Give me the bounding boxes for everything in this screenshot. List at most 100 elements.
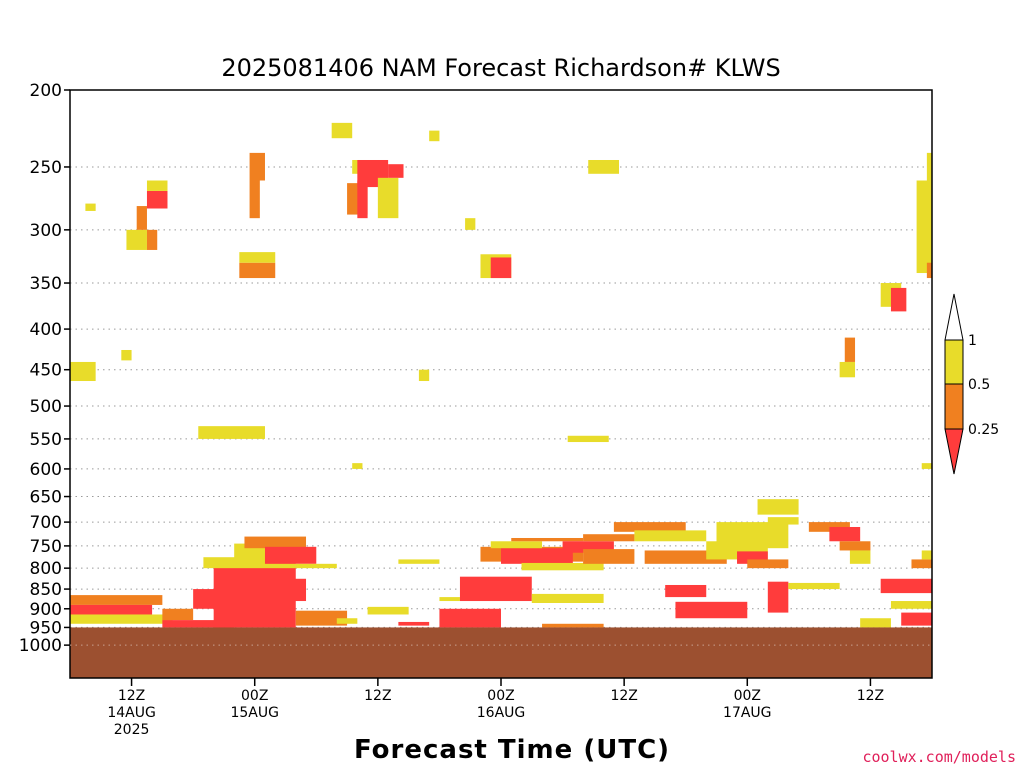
ri-cell — [926, 262, 932, 279]
ri-cell — [567, 435, 609, 443]
ri-cell — [331, 122, 353, 139]
ri-cell — [367, 606, 409, 615]
ri-cell — [388, 164, 404, 178]
colorbar-top-arrow — [944, 293, 964, 341]
x-tick-label: 12Z — [364, 688, 391, 704]
ri-cell — [439, 608, 501, 628]
ri-cell — [357, 180, 368, 219]
ri-cell — [860, 618, 891, 628]
ri-cell — [70, 604, 153, 615]
ri-cell — [352, 463, 363, 469]
y-tick-label: 500 — [30, 397, 62, 417]
x-axis-label: Forecast Time (UTC) — [354, 735, 670, 765]
ri-cell — [136, 206, 147, 230]
ri-cell — [808, 522, 850, 532]
colorbar-bottom-arrow — [944, 428, 964, 475]
ri-cell — [377, 177, 399, 219]
y-tick-label: 350 — [30, 274, 62, 294]
y-tick-label: 800 — [30, 559, 62, 579]
ri-cell — [665, 584, 707, 598]
ground-surface — [70, 627, 932, 678]
ri-cell — [511, 537, 584, 542]
ri-cell — [757, 499, 799, 515]
y-tick-label: 850 — [30, 580, 62, 600]
ri-cell — [747, 559, 789, 569]
ri-cell — [198, 426, 265, 439]
legend-label: 0.5 — [968, 377, 990, 393]
legend-label: 1 — [968, 333, 977, 349]
ri-cell — [767, 581, 789, 613]
ri-cell — [162, 620, 235, 628]
ri-cell — [901, 612, 932, 626]
y-tick-label: 650 — [30, 488, 62, 508]
ri-cell — [521, 562, 604, 571]
ri-cell — [239, 252, 276, 263]
ri-cell — [839, 361, 856, 378]
ri-cell — [890, 287, 907, 312]
ri-cell — [70, 614, 173, 624]
x-tick-label: 12Z — [610, 688, 637, 704]
ri-cell — [398, 621, 430, 626]
ri-cell — [501, 548, 573, 564]
ri-cell — [634, 530, 707, 542]
ri-cell — [146, 180, 168, 191]
colorbar-legend: 1 0.5 0.25 — [944, 293, 999, 475]
y-tick-label: 300 — [30, 221, 62, 241]
ri-cell — [275, 578, 307, 602]
x-tick-label: 00Z — [241, 688, 268, 704]
ri-cell — [146, 190, 168, 209]
ri-cell — [490, 541, 543, 549]
colorbar-box — [944, 383, 964, 430]
x-tick-label: 12Z — [118, 688, 145, 704]
ri-cell — [418, 369, 430, 382]
ri-cell — [844, 337, 856, 362]
ri-cell — [921, 550, 932, 560]
x-tick-label: 2025 — [114, 722, 150, 738]
ri-cell — [264, 546, 317, 564]
y-tick-label: 400 — [30, 320, 62, 340]
ri-cell — [465, 218, 476, 230]
ri-cell — [583, 549, 635, 564]
gridlines — [70, 166, 932, 646]
ri-cell — [162, 608, 194, 621]
ri-cell — [244, 536, 307, 549]
ri-cell — [239, 262, 276, 279]
ri-cell — [531, 593, 604, 603]
legend-label: 0.25 — [968, 422, 999, 438]
colorbar-box — [944, 339, 964, 385]
ri-cell — [70, 595, 163, 605]
y-tick-label: 1000 — [19, 636, 62, 656]
y-tick-label: 950 — [30, 618, 62, 638]
ri-cell — [203, 557, 296, 569]
ri-cell — [588, 159, 620, 174]
ri-cell — [490, 257, 512, 279]
ri-cell — [839, 541, 871, 551]
x-tick-label: 00Z — [734, 688, 761, 704]
chart-title: 2025081406 NAM Forecast Richardson# KLWS — [221, 54, 780, 82]
y-tick-label: 250 — [30, 158, 62, 178]
ri-cell — [829, 526, 861, 542]
ri-cell — [613, 522, 686, 532]
x-tick-label: 00Z — [487, 688, 514, 704]
ri-cell — [880, 578, 932, 594]
ri-cell — [146, 229, 158, 250]
y-tick-label: 450 — [30, 361, 62, 381]
ri-cell — [911, 559, 932, 569]
y-axis-ticks: 200 250 300 350 400 450 500 550 600 650 700 7508008… — [19, 81, 70, 656]
ri-cell — [849, 550, 871, 564]
ri-cell — [439, 597, 460, 602]
ri-cell — [126, 229, 147, 250]
ri-cell — [921, 463, 932, 469]
ri-cell — [788, 582, 840, 590]
watermark: coolwx.com/models — [862, 748, 1016, 766]
ri-cell — [249, 152, 265, 181]
ri-cell — [542, 623, 604, 628]
ri-cell — [121, 349, 132, 361]
ri-cell — [767, 517, 799, 525]
y-tick-label: 900 — [30, 600, 62, 620]
ri-cell — [336, 618, 358, 624]
ri-cell — [70, 361, 96, 382]
y-tick-label: 200 — [30, 81, 62, 101]
